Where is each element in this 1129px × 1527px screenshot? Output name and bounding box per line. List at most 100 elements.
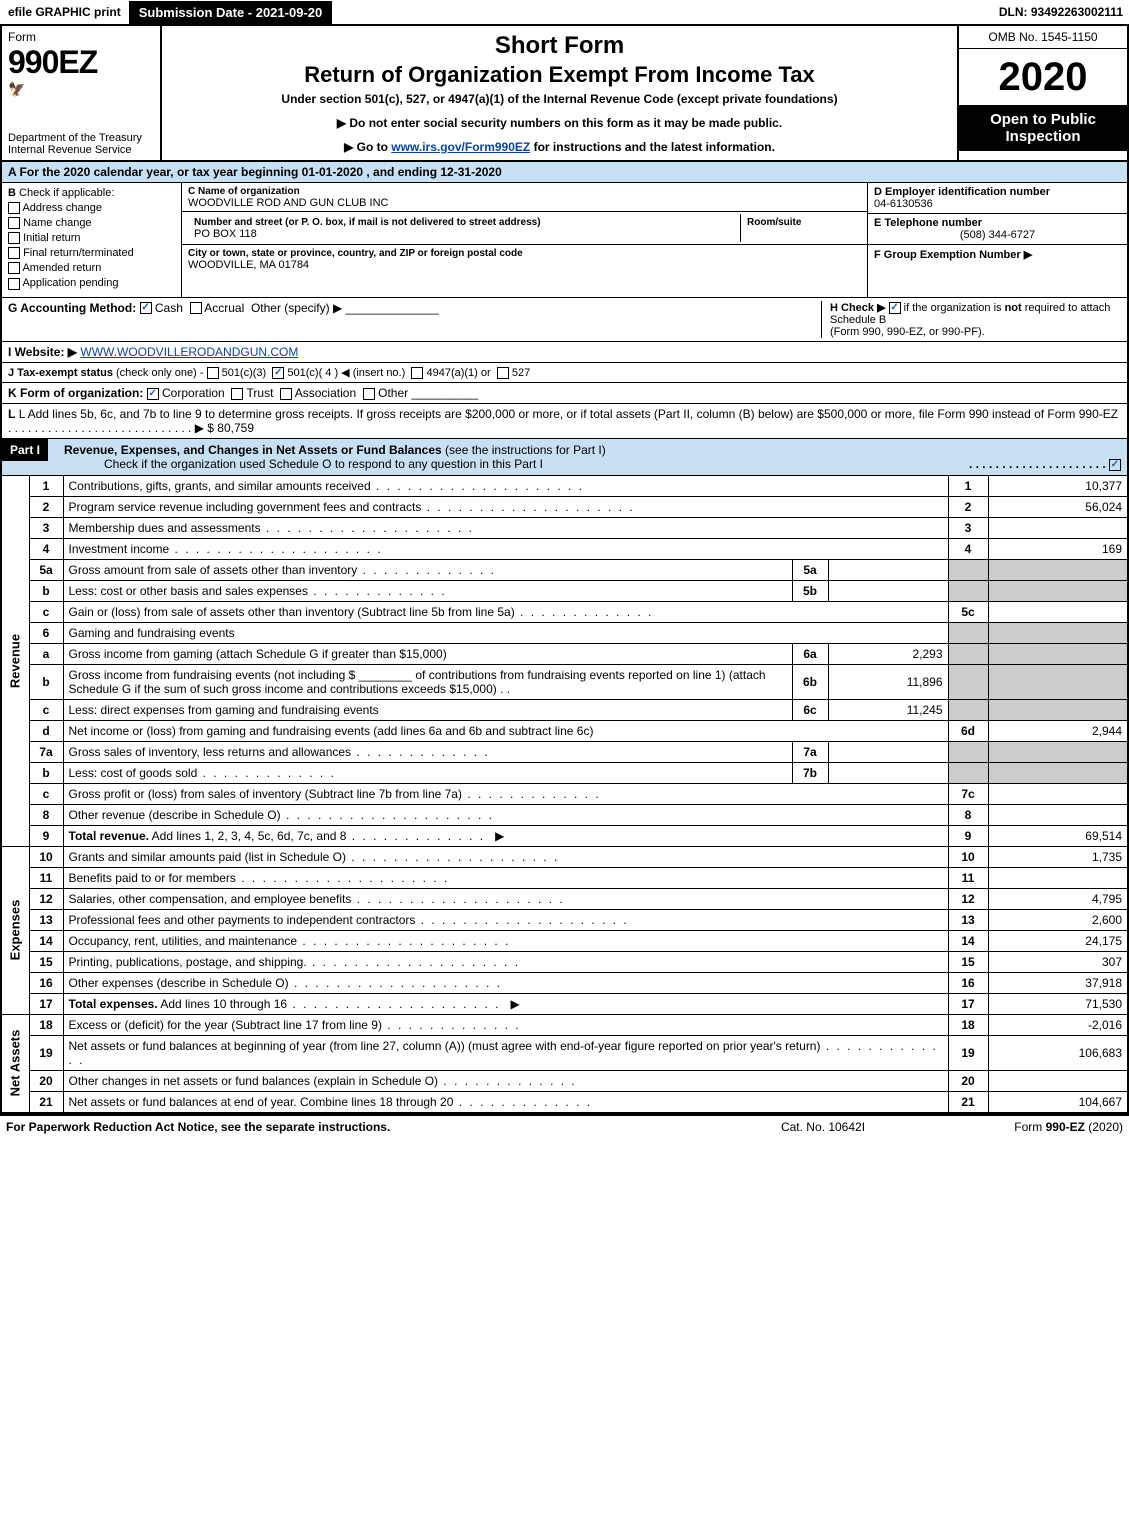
tab-net-assets: Net Assets bbox=[1, 1014, 29, 1113]
website-link[interactable]: WWW.WOODVILLERODANDGUN.COM bbox=[80, 345, 298, 359]
header-center: Short Form Return of Organization Exempt… bbox=[162, 26, 957, 160]
line-18-desc: Excess or (deficit) for the year (Subtra… bbox=[63, 1014, 948, 1035]
row-j-tax-status: J Tax-exempt status (check only one) - 5… bbox=[0, 363, 1129, 383]
ein-label: D Employer identification number bbox=[874, 186, 1050, 198]
chk-initial-return[interactable] bbox=[8, 232, 20, 244]
line-13-desc: Professional fees and other payments to … bbox=[63, 909, 948, 930]
chk-amended-return[interactable] bbox=[8, 262, 20, 274]
line-2-val: 56,024 bbox=[988, 496, 1128, 517]
chk-other-org[interactable] bbox=[363, 388, 375, 400]
line-4-val: 169 bbox=[988, 538, 1128, 559]
line-5b-val bbox=[828, 580, 948, 601]
line-8-desc: Other revenue (describe in Schedule O) bbox=[63, 804, 948, 825]
chk-501c3[interactable] bbox=[207, 367, 219, 379]
line-7b-val bbox=[828, 762, 948, 783]
chk-527[interactable] bbox=[497, 367, 509, 379]
line-5c-val bbox=[988, 601, 1128, 622]
line-3-desc: Membership dues and assessments bbox=[63, 517, 948, 538]
line-5b-desc: Less: cost or other basis and sales expe… bbox=[63, 580, 792, 601]
row-a-calendar: A For the 2020 calendar year, or tax yea… bbox=[0, 162, 1129, 183]
dln-label: DLN: 93492263002111 bbox=[999, 5, 1129, 19]
line-10-val: 1,735 bbox=[988, 846, 1128, 867]
other-specify: Other (specify) ▶ bbox=[251, 301, 342, 315]
row-i-website: I Website: ▶ WWW.WOODVILLERODANDGUN.COM bbox=[0, 342, 1129, 363]
phone-label: E Telephone number bbox=[874, 217, 982, 229]
tab-revenue: Revenue bbox=[1, 476, 29, 847]
line-18-val: -2,016 bbox=[988, 1014, 1128, 1035]
line-9-desc: Total revenue. Add lines 1, 2, 3, 4, 5c,… bbox=[63, 825, 948, 846]
header-left: Form 990EZ 🦅 Department of the Treasury … bbox=[2, 26, 162, 160]
line-6a-desc: Gross income from gaming (attach Schedul… bbox=[63, 643, 792, 664]
chk-accrual[interactable] bbox=[190, 302, 202, 314]
l-text: L Add lines 5b, 6c, and 7b to line 9 to … bbox=[19, 407, 1118, 421]
chk-schedule-o[interactable] bbox=[1109, 459, 1121, 471]
line-21-val: 104,667 bbox=[988, 1091, 1128, 1113]
line-6c-val: 11,245 bbox=[828, 699, 948, 720]
line-6b-val: 11,896 bbox=[828, 664, 948, 699]
check-if-applicable: Check if applicable: bbox=[19, 187, 114, 199]
org-info-block: B Check if applicable: Address change Na… bbox=[0, 183, 1129, 298]
chk-address-change[interactable] bbox=[8, 202, 20, 214]
omb-number: OMB No. 1545-1150 bbox=[959, 26, 1127, 49]
irs-link[interactable]: www.irs.gov/Form990EZ bbox=[391, 140, 530, 154]
footer: For Paperwork Reduction Act Notice, see … bbox=[0, 1114, 1129, 1138]
line-8-val bbox=[988, 804, 1128, 825]
chk-schedule-b-not-required[interactable] bbox=[889, 302, 901, 314]
chk-name-change[interactable] bbox=[8, 217, 20, 229]
chk-association[interactable] bbox=[280, 388, 292, 400]
print-label[interactable]: print bbox=[94, 5, 121, 19]
line-6a-val: 2,293 bbox=[828, 643, 948, 664]
chk-4947[interactable] bbox=[411, 367, 423, 379]
line-12-val: 4,795 bbox=[988, 888, 1128, 909]
phone-value: (508) 344-6727 bbox=[874, 229, 1121, 241]
chk-501c[interactable] bbox=[272, 367, 284, 379]
title-return: Return of Organization Exempt From Incom… bbox=[170, 62, 949, 88]
j-label: J Tax-exempt status bbox=[8, 367, 113, 379]
line-6c-desc: Less: direct expenses from gaming and fu… bbox=[63, 699, 792, 720]
gross-receipts-value: $ 80,759 bbox=[207, 421, 254, 435]
g-label: G Accounting Method: bbox=[8, 301, 136, 315]
chk-application-pending[interactable] bbox=[8, 278, 20, 290]
section-c: C Name of organization WOODVILLE ROD AND… bbox=[182, 183, 867, 297]
line-1-desc: Contributions, gifts, grants, and simila… bbox=[63, 476, 948, 497]
street-label: Number and street (or P. O. box, if mail… bbox=[194, 217, 541, 228]
open-to-public: Open to PublicInspection bbox=[959, 105, 1127, 151]
room-label: Room/suite bbox=[747, 217, 801, 228]
line-21-desc: Net assets or fund balances at end of ye… bbox=[63, 1091, 948, 1113]
part-1-header: Part I Revenue, Expenses, and Changes in… bbox=[0, 439, 1129, 476]
line-6d-val: 2,944 bbox=[988, 720, 1128, 741]
line-9-val: 69,514 bbox=[988, 825, 1128, 846]
line-1-val: 10,377 bbox=[988, 476, 1128, 497]
line-5c-desc: Gain or (loss) from sale of assets other… bbox=[63, 601, 948, 622]
schedule-o-check-text: Check if the organization used Schedule … bbox=[64, 457, 543, 471]
row-l-gross-receipts: L L Add lines 5b, 6c, and 7b to line 9 t… bbox=[0, 404, 1129, 439]
line-20-val bbox=[988, 1070, 1128, 1091]
org-name: WOODVILLE ROD AND GUN CLUB INC bbox=[188, 197, 388, 209]
chk-cash[interactable] bbox=[140, 302, 152, 314]
line-17-val: 71,530 bbox=[988, 993, 1128, 1014]
line-11-desc: Benefits paid to or for members bbox=[63, 867, 948, 888]
part-label: Part I bbox=[2, 439, 48, 461]
form-header: Form 990EZ 🦅 Department of the Treasury … bbox=[0, 26, 1129, 162]
line-6-desc: Gaming and fundraising events bbox=[63, 622, 948, 643]
line-15-desc: Printing, publications, postage, and shi… bbox=[63, 951, 948, 972]
line-13-val: 2,600 bbox=[988, 909, 1128, 930]
line-7a-val bbox=[828, 741, 948, 762]
top-bar: efile GRAPHIC print Submission Date - 20… bbox=[0, 0, 1129, 26]
no-ssn-note: ▶ Do not enter social security numbers o… bbox=[170, 116, 949, 130]
line-19-val: 106,683 bbox=[988, 1035, 1128, 1070]
line-4-desc: Investment income bbox=[63, 538, 948, 559]
part1-table: Revenue 1 Contributions, gifts, grants, … bbox=[0, 476, 1129, 1114]
line-7c-desc: Gross profit or (loss) from sales of inv… bbox=[63, 783, 948, 804]
submission-date-button[interactable]: Submission Date - 2021-09-20 bbox=[129, 1, 333, 24]
subtitle: Under section 501(c), 527, or 4947(a)(1)… bbox=[170, 92, 949, 106]
line-5a-desc: Gross amount from sale of assets other t… bbox=[63, 559, 792, 580]
chk-corporation[interactable] bbox=[147, 388, 159, 400]
form-number: 990EZ bbox=[8, 44, 154, 81]
header-right: OMB No. 1545-1150 2020 Open to PublicIns… bbox=[957, 26, 1127, 160]
chk-trust[interactable] bbox=[231, 388, 243, 400]
irs-eagle-icon: 🦅 bbox=[8, 81, 154, 98]
website-label: I Website: ▶ bbox=[8, 345, 77, 359]
chk-final-return[interactable] bbox=[8, 247, 20, 259]
ein-value: 04-6130536 bbox=[874, 198, 933, 210]
